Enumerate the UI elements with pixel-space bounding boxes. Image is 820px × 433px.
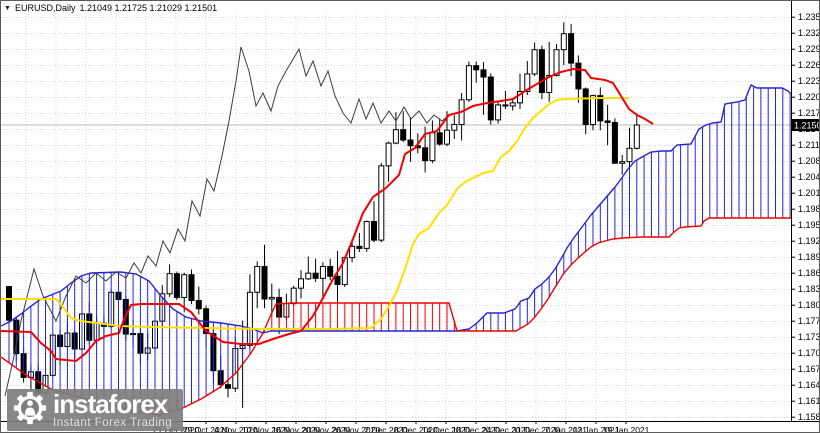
svg-text:1.17080: 1.17080: [798, 348, 820, 358]
chart-title-bar: ▼ EURUSD,Daily 1.21049 1.21725 1.21029 1…: [4, 3, 217, 13]
svg-text:1.22970: 1.22970: [798, 44, 820, 54]
svg-text:1.21501: 1.21501: [794, 121, 820, 131]
svg-text:1.17390: 1.17390: [798, 332, 820, 342]
grid-layer: [1, 13, 791, 421]
svg-text:14 Dec 2020: 14 Dec 2020: [422, 425, 470, 433]
svg-text:13 Jan 2021: 13 Jan 2021: [573, 425, 620, 433]
svg-text:1.23590: 1.23590: [798, 12, 820, 22]
svg-text:1.20800: 1.20800: [798, 156, 820, 166]
svg-text:1.22660: 1.22660: [798, 60, 820, 70]
svg-text:1.18630: 1.18630: [798, 268, 820, 278]
svg-text:16 Nov 2020: 16 Nov 2020: [272, 425, 320, 433]
watermark-tagline: Instant Forex Trading: [53, 416, 173, 429]
svg-text:1.16770: 1.16770: [798, 364, 820, 374]
svg-text:1.23280: 1.23280: [798, 28, 820, 38]
svg-text:1.21730: 1.21730: [798, 108, 820, 118]
watermark-brand: instaforex: [53, 388, 168, 419]
watermark: instaforex Instant Forex Trading: [7, 389, 183, 431]
svg-text:1.17700: 1.17700: [798, 316, 820, 326]
instaforex-logo-icon: [11, 389, 49, 432]
svg-text:1.19250: 1.19250: [798, 236, 820, 246]
svg-text:1.18320: 1.18320: [798, 284, 820, 294]
svg-text:1.20180: 1.20180: [798, 188, 820, 198]
svg-text:29 Oct 2020: 29 Oct 2020: [183, 425, 230, 433]
ichimoku-cloud-layer: [1, 84, 792, 416]
chart-symbol-period: EURUSD,Daily: [14, 3, 76, 13]
symbol-dropdown-icon[interactable]: ▼: [4, 4, 11, 12]
svg-text:24 Dec 2020: 24 Dec 2020: [482, 425, 530, 433]
svg-text:1.20490: 1.20490: [798, 172, 820, 182]
svg-text:20 Nov 2020: 20 Nov 2020: [302, 425, 350, 433]
svg-text:1.19870: 1.19870: [798, 204, 820, 214]
svg-text:1.18940: 1.18940: [798, 252, 820, 262]
svg-text:4 Nov 2020: 4 Nov 2020: [214, 425, 258, 433]
svg-text:1.18010: 1.18010: [798, 300, 820, 310]
current-price-badge: 1.21501: [792, 119, 820, 131]
svg-text:1.16150: 1.16150: [798, 396, 820, 406]
svg-text:8 Dec 2020: 8 Dec 2020: [394, 425, 438, 433]
svg-text:1.16460: 1.16460: [798, 380, 820, 390]
svg-text:1.19560: 1.19560: [798, 220, 820, 230]
svg-text:18 Dec 2020: 18 Dec 2020: [452, 425, 500, 433]
price-axis[interactable]: 1.23590 1.23280 1.22970 1.22660 1.22350 1.220…: [791, 1, 820, 422]
svg-text:31 Dec 2020: 31 Dec 2020: [512, 425, 560, 433]
svg-text:1.21110: 1.21110: [798, 140, 820, 150]
chart-ohlc-readout: 1.21049 1.21725 1.21029 1.21501: [79, 3, 218, 13]
svg-text:1.22040: 1.22040: [798, 92, 820, 102]
ichimoku-lines-layer: [1, 46, 654, 397]
svg-text:19 Jan 2021: 19 Jan 2021: [603, 425, 650, 433]
svg-text:1.22350: 1.22350: [798, 76, 820, 86]
svg-text:26 Nov 2020: 26 Nov 2020: [332, 425, 380, 433]
svg-text:1.15840: 1.15840: [798, 412, 820, 422]
svg-text:7 Jan 2021: 7 Jan 2021: [545, 425, 587, 433]
svg-text:2 Dec 2020: 2 Dec 2020: [364, 425, 408, 433]
svg-text:10 Nov 2020: 10 Nov 2020: [242, 425, 290, 433]
